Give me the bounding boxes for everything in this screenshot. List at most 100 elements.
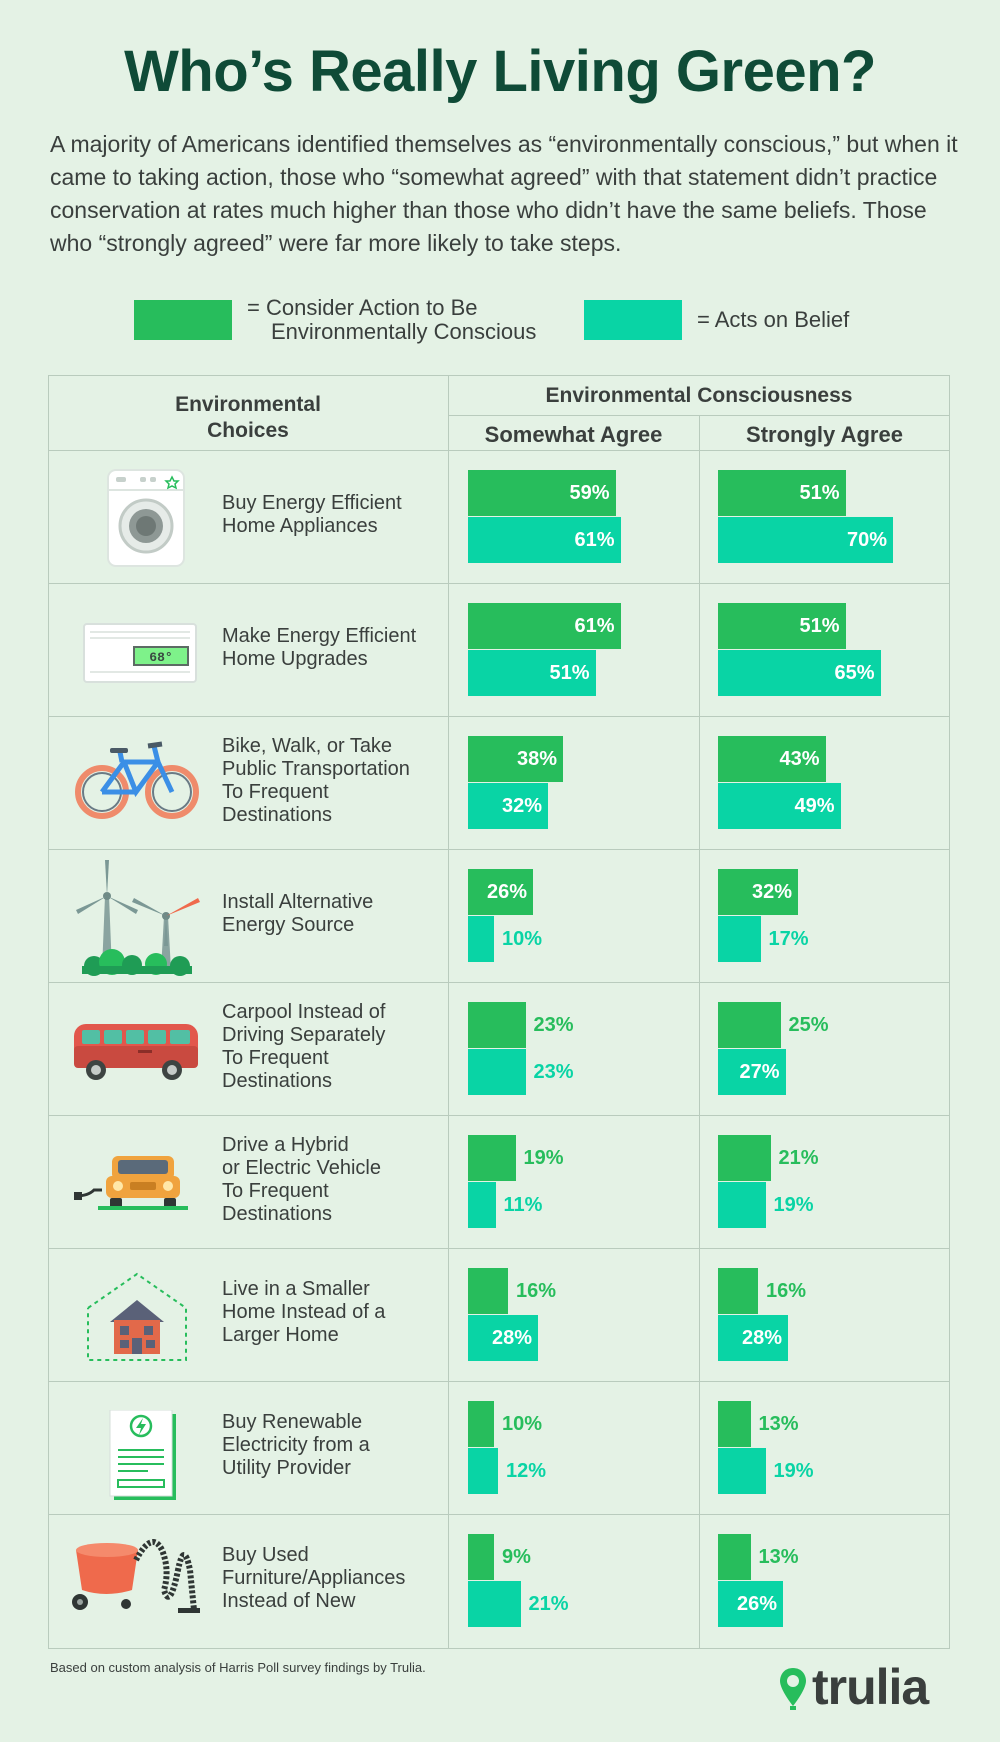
row-label-line: Utility Provider	[222, 1457, 351, 1479]
bar-somewhat-acts	[468, 1049, 526, 1095]
divider-column-1	[448, 375, 449, 1649]
bar-somewhat-consider	[468, 1401, 494, 1447]
row-label-line: Destinations	[222, 803, 333, 826]
bar-value-label: 65%	[834, 662, 875, 684]
row-label-line: Furniture/Appliances	[222, 1567, 406, 1589]
header-strongly-agree: Strongly Agree	[746, 422, 903, 447]
trulia-pin-icon	[780, 1668, 806, 1710]
row-label-line: Home Upgrades	[222, 647, 368, 670]
bar-value-label: 9%	[502, 1546, 531, 1568]
header-environmental-consciousness: Environmental Consciousness	[545, 384, 853, 407]
bar-value-label: 10%	[502, 928, 543, 950]
row-divider	[48, 716, 950, 717]
row-label-line: Driving Separately	[222, 1023, 386, 1046]
row-label-line: To Frequent	[222, 1046, 329, 1069]
bar-value-label: 26%	[486, 881, 527, 903]
bar-strongly-acts	[718, 783, 841, 829]
row-label-line: or Electric Vehicle	[222, 1156, 381, 1179]
van-icon	[74, 1024, 198, 1080]
header-choices-line2: Choices	[207, 419, 289, 442]
row-divider	[48, 982, 950, 983]
bar-strongly-acts	[718, 1448, 766, 1494]
trulia-logo: trulia	[812, 1659, 929, 1715]
bar-value-label: 59%	[569, 482, 610, 504]
row-label-line: Destinations	[222, 1069, 333, 1092]
bicycle-icon	[75, 741, 199, 819]
bar-strongly-consider	[718, 603, 846, 649]
bar-value-label: 16%	[516, 1280, 557, 1302]
bar-strongly-acts	[718, 916, 761, 962]
bar-value-label: 32%	[751, 881, 792, 903]
bar-strongly-consider	[718, 470, 846, 516]
bar-value-label: 21%	[528, 1593, 569, 1615]
row-label-line: Larger Home	[222, 1324, 339, 1346]
bar-value-label: 21%	[778, 1147, 819, 1169]
bar-value-label: 61%	[574, 615, 615, 637]
row-label: Buy Used Furniture/Appliances Instead of N…	[222, 1544, 432, 1613]
intro-paragraph: A majority of Americans identified thems…	[50, 131, 958, 256]
bar-value-label: 43%	[779, 748, 820, 770]
row-label: Make Energy Efficient Home Upgrades	[222, 625, 432, 671]
bar-somewhat-consider	[468, 603, 621, 649]
row-label-line: Energy Source	[222, 913, 355, 936]
small-house-icon	[87, 1272, 187, 1361]
row-label-line: Instead of New	[222, 1590, 356, 1612]
row-label-line: To Frequent	[222, 1179, 329, 1202]
bar-somewhat-acts	[468, 1182, 496, 1228]
row-label: Buy Energy Efficient Home Appliances	[222, 492, 432, 538]
bar-value-label: 27%	[739, 1061, 780, 1083]
bar-value-label: 13%	[758, 1546, 799, 1568]
bar-somewhat-acts	[468, 1581, 521, 1627]
electric-car-icon	[74, 1156, 188, 1210]
bar-somewhat-acts	[468, 650, 596, 696]
bar-strongly-consider	[718, 1002, 781, 1048]
bar-value-label: 51%	[799, 615, 840, 637]
bar-value-label: 28%	[741, 1327, 782, 1349]
page-title: Who’s Really Living Green?	[124, 39, 876, 104]
row-label-line: Install Alternative	[222, 890, 374, 913]
footnote: Based on custom analysis of Harris Poll …	[50, 1660, 426, 1675]
row-label-line: Drive a Hybrid	[222, 1133, 349, 1156]
bar-strongly-consider	[718, 1534, 751, 1580]
bar-value-label: 49%	[794, 795, 835, 817]
bar-value-label: 11%	[503, 1194, 543, 1216]
bar-value-label: 61%	[574, 529, 615, 551]
bar-strongly-acts	[718, 517, 893, 563]
bar-strongly-acts	[718, 1581, 783, 1627]
bar-value-label: 28%	[491, 1327, 532, 1349]
bar-strongly-consider	[718, 736, 826, 782]
bar-somewhat-acts	[468, 1315, 538, 1361]
bar-strongly-acts	[718, 650, 881, 696]
row-label: Carpool Instead of Driving Separately To F…	[222, 1001, 432, 1093]
legend-swatch-consider	[134, 300, 232, 340]
bar-value-label: 70%	[846, 529, 887, 551]
bar-value-label: 51%	[799, 482, 840, 504]
bar-value-label: 17%	[768, 928, 809, 950]
legend-consider-line2: Environmentally Conscious	[271, 319, 537, 344]
row-label-line: Home Instead of a	[222, 1301, 386, 1323]
bar-somewhat-acts	[468, 783, 548, 829]
row-label: Buy Renewable Electricity from a Utility P…	[222, 1411, 432, 1480]
row-label: Install Alternative Energy Source	[222, 891, 432, 937]
row-divider	[48, 1248, 950, 1249]
thermostat-icon: 68°	[83, 623, 197, 683]
bar-somewhat-acts	[468, 916, 494, 962]
divider-header	[48, 450, 950, 451]
thermostat-reading: 68°	[149, 650, 172, 665]
electric-bill-icon	[109, 1410, 176, 1500]
row-divider	[48, 583, 950, 584]
row-label: Drive a Hybrid or Electric Vehicle To Freq…	[222, 1134, 432, 1226]
bar-strongly-consider	[718, 1268, 758, 1314]
bar-somewhat-acts	[468, 517, 621, 563]
header-somewhat-agree: Somewhat Agree	[484, 422, 663, 447]
bar-strongly-consider	[718, 869, 798, 915]
row-label-line: Buy Energy Efficient	[222, 491, 402, 514]
bar-value-label: 19%	[773, 1460, 814, 1482]
bar-somewhat-consider	[468, 1002, 526, 1048]
header-environmental-choices: Environmental Choices	[48, 392, 448, 444]
bar-value-label: 13%	[758, 1413, 799, 1435]
legend-swatch-acts	[584, 300, 682, 340]
row-label-line: Live in a Smaller	[222, 1278, 370, 1300]
row-divider	[48, 1514, 950, 1515]
row-label-line: Buy Renewable	[222, 1411, 363, 1433]
